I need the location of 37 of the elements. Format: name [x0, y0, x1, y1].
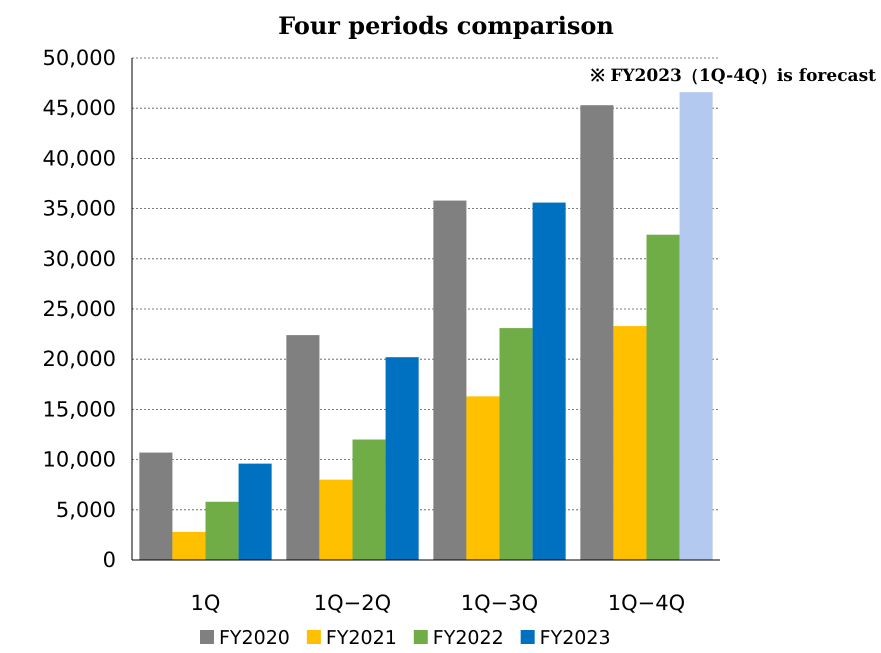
legend-label: FY2021 — [326, 627, 397, 649]
y-tick-label: 50,000 — [42, 46, 116, 70]
y-tick-label: 10,000 — [42, 448, 116, 472]
bar — [139, 452, 172, 560]
bar — [646, 234, 680, 560]
x-tick-label: 1Q−3Q — [460, 591, 538, 615]
bar — [238, 464, 272, 560]
y-tick-label: 45,000 — [42, 96, 116, 120]
bar — [172, 532, 206, 560]
y-tick-label: 5,000 — [56, 498, 116, 522]
y-tick-label: 20,000 — [42, 347, 116, 372]
legend-label: FY2023 — [540, 627, 611, 649]
bar — [613, 326, 646, 560]
bar — [286, 335, 320, 560]
x-tick-label: 1Q — [190, 591, 220, 615]
legend-label: FY2020 — [219, 627, 290, 649]
y-tick-label: 0 — [102, 548, 116, 572]
x-tick-label: 1Q−4Q — [608, 591, 686, 615]
bar — [319, 480, 352, 560]
y-tick-label: 15,000 — [42, 397, 116, 422]
bar — [532, 202, 566, 560]
legend-label: FY2022 — [432, 627, 504, 649]
bar — [386, 357, 419, 560]
bar — [352, 440, 386, 560]
bar — [206, 502, 239, 560]
x-tick-label: 1Q−2Q — [314, 591, 392, 615]
annotation: ※ FY2023（1Q-4Q）is forecast — [590, 66, 876, 86]
y-tick-label: 40,000 — [42, 146, 116, 170]
bar — [680, 92, 713, 560]
bar — [433, 200, 466, 560]
y-tick-label: 30,000 — [42, 246, 116, 271]
chart-title: Four periods comparison — [278, 11, 614, 40]
bar — [466, 396, 500, 560]
bar — [580, 105, 614, 560]
bar — [500, 328, 533, 560]
y-tick-label: 35,000 — [42, 196, 116, 221]
y-tick-label: 25,000 — [42, 297, 116, 321]
